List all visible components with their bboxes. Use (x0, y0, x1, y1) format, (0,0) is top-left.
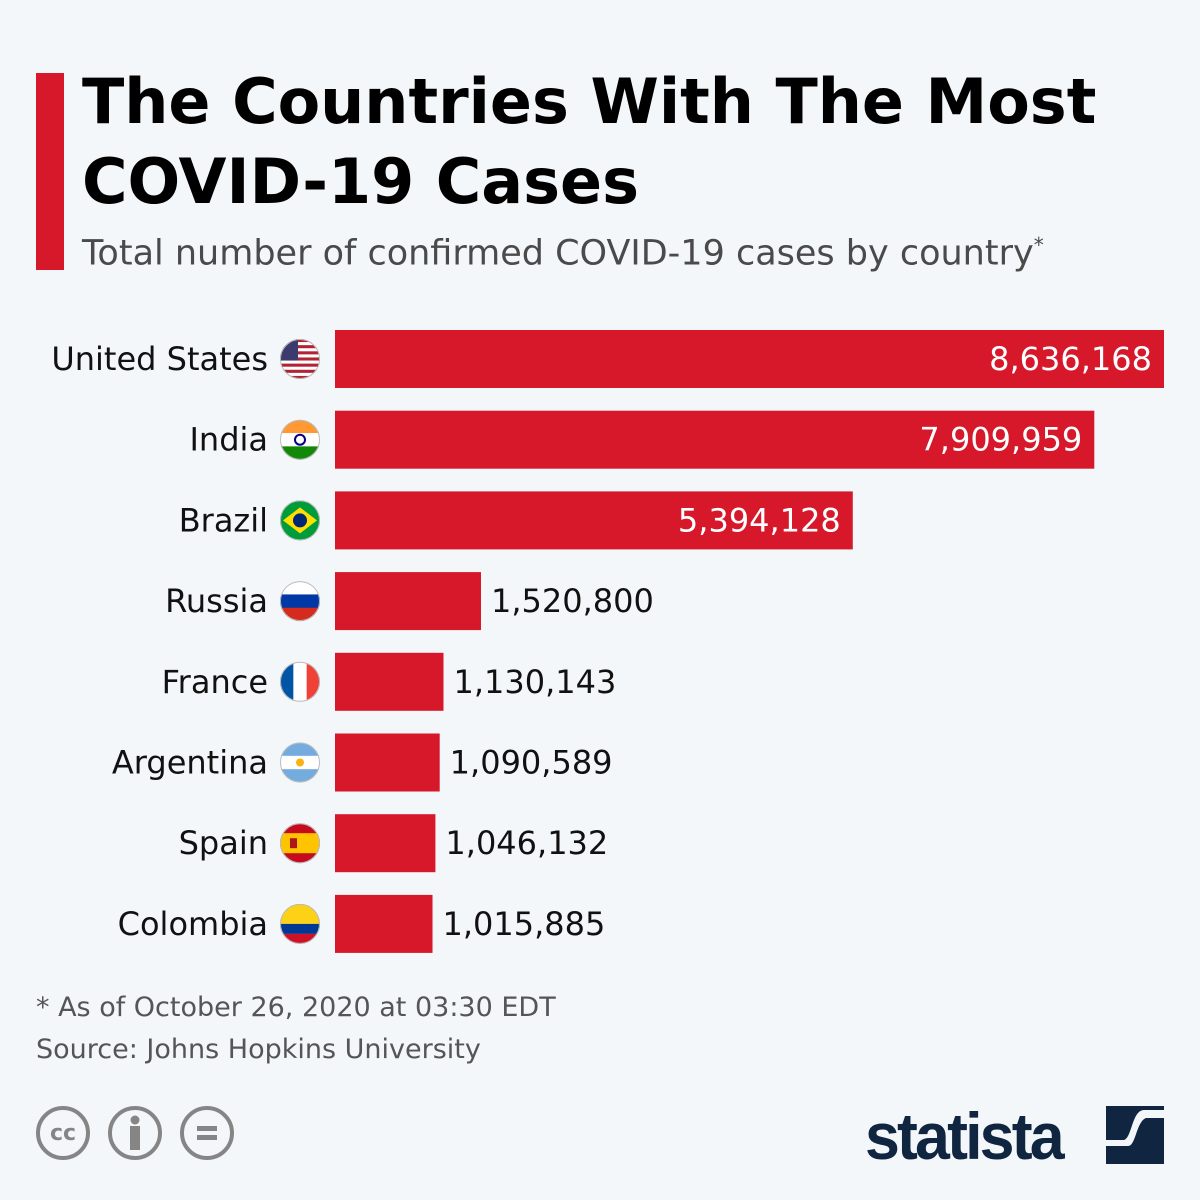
bar-row: Colombia 1,015,885 (118, 894, 606, 953)
bar (335, 652, 444, 711)
bar (335, 410, 1095, 469)
chart-subtitle: Total number of confirmed COVID-19 cases… (82, 233, 1044, 274)
bar (335, 894, 433, 953)
bar-row: India 7,909,959 (189, 410, 1095, 469)
flag-fr-icon (280, 661, 320, 702)
value-label: 1,130,143 (453, 663, 616, 701)
category-label: India (189, 421, 268, 459)
bar-row: United States 8,636,168 (51, 330, 1164, 388)
bar (335, 814, 436, 873)
value-label: 5,394,128 (678, 501, 841, 539)
bar-row: Spain 1,046,132 (179, 814, 608, 873)
bar-chart: United States 8,636,168 India 7,909,959 Braz… (51, 330, 1164, 953)
value-label: 1,090,589 (450, 744, 613, 782)
statista-logo[interactable]: statista (865, 1099, 1065, 1173)
chart-title: The Countries With The Most COVID-19 Cas… (82, 65, 1097, 218)
flag-co-icon (280, 903, 320, 944)
bar-row: France 1,130,143 (162, 652, 616, 711)
bar (335, 572, 481, 631)
category-label: Colombia (118, 905, 268, 943)
flag-es-icon (280, 823, 320, 864)
cc-icon[interactable]: cc (36, 1106, 90, 1160)
bar-row: Brazil 5,394,128 (179, 491, 853, 550)
category-label: Russia (165, 582, 268, 620)
source-note: Source: Johns Hopkins University (36, 1034, 481, 1065)
bar (335, 491, 853, 550)
subtitle-text: Total number of confirmed COVID-19 cases… (82, 233, 1034, 274)
category-label: France (162, 663, 268, 701)
subtitle-footnote-mark: * (1033, 233, 1044, 257)
bar-row: Argentina 1,090,589 (112, 733, 613, 792)
no-derivatives-icon[interactable] (180, 1106, 234, 1160)
flag-ar-icon (280, 742, 320, 783)
bar (335, 330, 1164, 388)
value-label: 1,046,132 (445, 824, 608, 862)
footnote: * As of October 26, 2020 at 03:30 EDT (36, 992, 556, 1023)
category-label: Spain (179, 824, 268, 862)
value-label: 8,636,168 (989, 340, 1152, 378)
flag-us-icon (280, 339, 320, 379)
flag-br-icon (280, 500, 320, 541)
flag-ru-icon (280, 581, 320, 622)
statista-logo-mark-icon (1106, 1106, 1164, 1164)
bar-row: Russia 1,520,800 (165, 572, 654, 631)
flag-in-icon (280, 419, 320, 460)
value-label: 1,520,800 (491, 582, 654, 620)
category-label: United States (51, 340, 268, 378)
category-label: Brazil (179, 501, 268, 539)
category-label: Argentina (112, 744, 268, 782)
value-label: 1,015,885 (443, 905, 606, 943)
title-accent-bar (36, 73, 64, 270)
attribution-icon[interactable] (108, 1106, 162, 1160)
bar (335, 733, 440, 792)
value-label: 7,909,959 (919, 421, 1082, 459)
